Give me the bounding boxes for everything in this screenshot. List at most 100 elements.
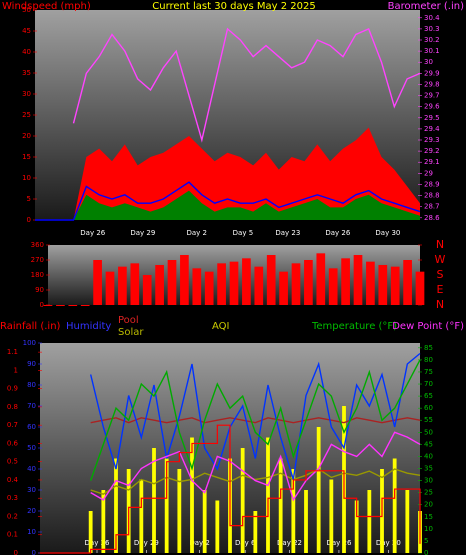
y-tick-label: 0.4 bbox=[7, 476, 19, 484]
y-tick-label: 180 bbox=[31, 271, 44, 279]
y2-tick-label: 80 bbox=[424, 356, 433, 364]
bar bbox=[215, 500, 220, 553]
bar bbox=[152, 448, 156, 553]
y2-tick-label: N bbox=[436, 238, 444, 251]
bar bbox=[254, 266, 264, 305]
x-tick-label: Day 26 bbox=[326, 539, 352, 547]
y-tick-label: 360 bbox=[31, 241, 44, 249]
x-tick-label: Day 30 bbox=[375, 229, 400, 237]
y2-tick-label: 0 bbox=[424, 549, 428, 555]
y2-tick-label: 29.7 bbox=[424, 92, 440, 100]
x-tick-label: Day 30 bbox=[376, 539, 401, 547]
y2-tick-label: 30.2 bbox=[424, 36, 440, 44]
x-tick-label: Day 5 bbox=[233, 229, 254, 237]
legend-label: Solar bbox=[118, 327, 144, 338]
bar bbox=[316, 427, 321, 553]
y-tick-label: 0 bbox=[40, 301, 44, 309]
bar bbox=[88, 511, 93, 553]
bar bbox=[405, 490, 410, 553]
bar bbox=[80, 305, 90, 306]
legend-label: Pool bbox=[118, 315, 139, 326]
bar bbox=[328, 268, 338, 305]
y3-tick-label: 100 bbox=[23, 339, 36, 347]
bar bbox=[353, 255, 363, 305]
bar bbox=[68, 305, 78, 306]
bar bbox=[415, 271, 425, 305]
bar bbox=[291, 263, 301, 305]
y2-tick-label: 65 bbox=[424, 392, 433, 400]
bar bbox=[266, 437, 270, 553]
bar bbox=[202, 490, 207, 553]
y-tick-label: 5 bbox=[27, 195, 31, 203]
y3-tick-label: 10 bbox=[27, 528, 36, 536]
bar bbox=[56, 305, 65, 306]
y2-tick-label: 30.4 bbox=[424, 14, 440, 22]
bar bbox=[304, 490, 308, 553]
y2-tick-label: N bbox=[436, 298, 444, 311]
y-tick-label: 0.8 bbox=[7, 403, 18, 411]
y-tick-label: 30 bbox=[22, 90, 31, 98]
x-tick-label: Day 2 bbox=[189, 539, 210, 547]
y2-axis-title: Barometer (.in) bbox=[388, 1, 464, 12]
chart-title: Current last 30 days May 2 2025 bbox=[152, 1, 315, 12]
y2-tick-label: 28.8 bbox=[424, 192, 440, 200]
bar bbox=[190, 437, 194, 553]
bar bbox=[204, 271, 214, 305]
bar bbox=[403, 260, 412, 305]
y2-tick-label: 35 bbox=[424, 465, 433, 473]
y2-tick-label: 28.7 bbox=[424, 203, 440, 211]
y2-tick-label: 29.9 bbox=[424, 69, 440, 77]
bar bbox=[253, 511, 258, 553]
line bbox=[90, 359, 421, 481]
y3-tick-label: 50 bbox=[27, 444, 36, 452]
y-tick-label: 0 bbox=[27, 216, 31, 224]
y2-tick-label: 30 bbox=[424, 477, 433, 485]
y2-tick-label: 20 bbox=[424, 501, 433, 509]
y3-tick-label: 90 bbox=[27, 360, 36, 368]
y3-tick-label: 70 bbox=[27, 402, 36, 410]
bar bbox=[101, 490, 106, 553]
bar bbox=[130, 263, 140, 305]
y2-tick-label: 10 bbox=[424, 525, 433, 533]
bar bbox=[118, 266, 127, 305]
bar bbox=[390, 266, 400, 305]
y2-tick-label: S bbox=[437, 268, 444, 281]
bar bbox=[155, 265, 164, 305]
y-tick-label: 20 bbox=[22, 132, 31, 140]
legend-label: Humidity bbox=[66, 321, 111, 332]
y2-tick-label: 29.1 bbox=[424, 158, 440, 166]
y-tick-label: 90 bbox=[35, 286, 44, 294]
y-axis-title: Windspeed (mph) bbox=[2, 1, 91, 12]
y-tick-label: 35 bbox=[22, 69, 31, 77]
bar bbox=[167, 260, 177, 305]
y2-tick-label: 28.6 bbox=[424, 214, 440, 222]
y2-tick-label: 29.8 bbox=[424, 80, 440, 88]
bar bbox=[366, 261, 375, 305]
y2-tick-label: 45 bbox=[424, 440, 433, 448]
y-tick-label: 0.5 bbox=[7, 458, 18, 466]
y2-tick-label: 75 bbox=[424, 368, 433, 376]
bar bbox=[316, 253, 326, 305]
bar bbox=[142, 275, 152, 305]
area bbox=[35, 190, 420, 220]
y3-tick-label: 0 bbox=[32, 549, 36, 555]
y-tick-label: 40 bbox=[22, 48, 31, 56]
y2-tick-label: 50 bbox=[424, 428, 433, 436]
y-tick-label: 25 bbox=[22, 111, 31, 119]
panels: 0510152025303540455028.628.728.828.92929… bbox=[7, 6, 446, 555]
y-tick-label: 0.9 bbox=[7, 385, 18, 393]
legend-label: Dew Point (°F) bbox=[392, 321, 464, 332]
y2-tick-label: 25 bbox=[424, 489, 433, 497]
bar bbox=[329, 479, 334, 553]
bar bbox=[180, 255, 189, 305]
y2-tick-label: 40 bbox=[424, 452, 433, 460]
y-tick-label: 0.1 bbox=[7, 531, 18, 539]
y-tick-label: 1.1 bbox=[7, 348, 18, 356]
bar bbox=[367, 490, 372, 553]
x-tick-label: Day 26 bbox=[85, 539, 111, 547]
y2-tick-label: W bbox=[435, 253, 446, 266]
x-tick-label: Day 22 bbox=[277, 539, 302, 547]
bar bbox=[229, 261, 239, 305]
y-tick-label: 270 bbox=[31, 256, 44, 264]
